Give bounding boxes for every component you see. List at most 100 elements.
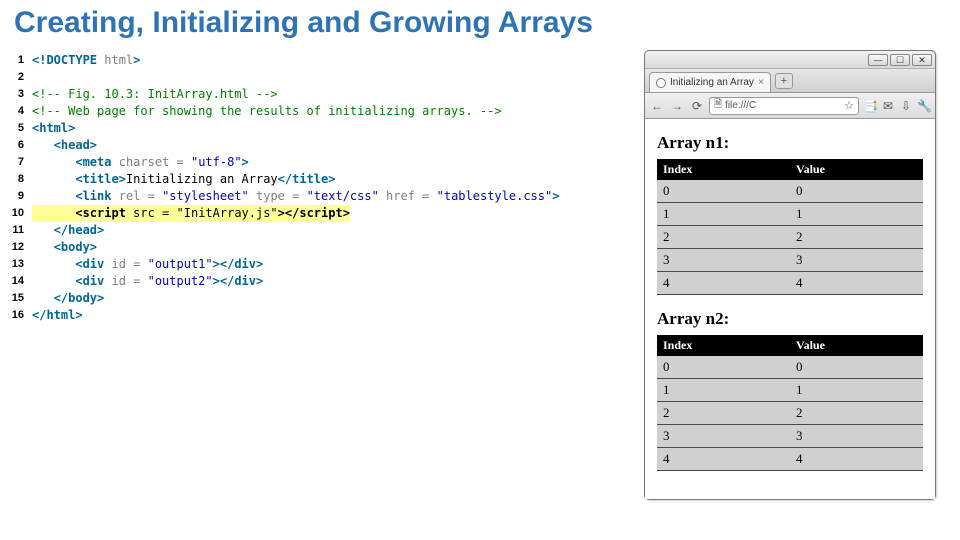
table-row: 33 <box>657 425 923 448</box>
table-cell: 2 <box>657 226 790 249</box>
line-number: 6 <box>10 137 32 154</box>
array-heading: Array n1: <box>657 133 923 153</box>
toolbar-icon-1[interactable]: ✉ <box>881 99 895 113</box>
browser-window: — ☐ ✕ Initializing an Array × + ← → ⟳ 🗎 … <box>644 50 936 500</box>
code-listing: 1<!DOCTYPE html>23<!-- Fig. 10.3: InitAr… <box>0 50 640 324</box>
close-button[interactable]: ✕ <box>912 54 932 66</box>
line-number: 4 <box>10 103 32 120</box>
column-header: Index <box>657 159 790 180</box>
maximize-button[interactable]: ☐ <box>890 54 910 66</box>
forward-button[interactable]: → <box>669 98 685 114</box>
back-button[interactable]: ← <box>649 98 665 114</box>
toolbar-icon-2[interactable]: ⇩ <box>899 99 913 113</box>
code-line: 3<!-- Fig. 10.3: InitArray.html --> <box>10 86 634 103</box>
code-line: 12 <body> <box>10 239 634 256</box>
toolbar-icon-0[interactable]: 📑 <box>863 99 877 113</box>
code-text: <head> <box>32 137 97 154</box>
line-number: 8 <box>10 171 32 188</box>
code-line: 6 <head> <box>10 137 634 154</box>
code-line: 4<!-- Web page for showing the results o… <box>10 103 634 120</box>
code-text: </html> <box>32 307 83 324</box>
code-text: <div id = "output2"></div> <box>32 273 263 290</box>
table-cell: 1 <box>657 203 790 226</box>
code-text: <html> <box>32 120 75 137</box>
code-text: <body> <box>32 239 97 256</box>
minimize-button[interactable]: — <box>868 54 888 66</box>
code-line: 14 <div id = "output2"></div> <box>10 273 634 290</box>
table-row: 33 <box>657 249 923 272</box>
code-text: </head> <box>32 222 104 239</box>
table-cell: 3 <box>657 425 790 448</box>
line-number: 7 <box>10 154 32 171</box>
code-line: 5<html> <box>10 120 634 137</box>
code-line: 15 </body> <box>10 290 634 307</box>
table-row: 11 <box>657 379 923 402</box>
content-row: 1<!DOCTYPE html>23<!-- Fig. 10.3: InitAr… <box>0 50 960 500</box>
table-cell: 2 <box>657 402 790 425</box>
table-cell: 2 <box>790 402 923 425</box>
page-viewport: Array n1:IndexValue0011223344Array n2:In… <box>645 119 935 499</box>
line-number: 16 <box>10 307 32 324</box>
code-line: 2 <box>10 69 634 86</box>
line-number: 10 <box>10 205 32 222</box>
line-number: 14 <box>10 273 32 290</box>
table-cell: 2 <box>790 226 923 249</box>
code-text: <!DOCTYPE html> <box>32 52 140 69</box>
line-number: 3 <box>10 86 32 103</box>
column-header: Value <box>790 335 923 356</box>
favicon-icon <box>656 78 666 88</box>
code-text: <meta charset = "utf-8"> <box>32 154 249 171</box>
table-cell: 4 <box>790 272 923 295</box>
array-table: IndexValue0011223344 <box>657 335 923 471</box>
code-line: 7 <meta charset = "utf-8"> <box>10 154 634 171</box>
table-cell: 4 <box>657 272 790 295</box>
code-text: <title>Initializing an Array</title> <box>32 171 335 188</box>
table-row: 11 <box>657 203 923 226</box>
table-cell: 0 <box>790 356 923 379</box>
line-number: 12 <box>10 239 32 256</box>
new-tab-button[interactable]: + <box>775 73 793 89</box>
code-line: 1<!DOCTYPE html> <box>10 52 634 69</box>
wrench-icon[interactable]: 🔧 <box>917 99 931 113</box>
table-row: 44 <box>657 448 923 471</box>
code-text: <!-- Fig. 10.3: InitArray.html --> <box>32 86 278 103</box>
code-line: 13 <div id = "output1"></div> <box>10 256 634 273</box>
table-cell: 4 <box>790 448 923 471</box>
line-number: 13 <box>10 256 32 273</box>
window-titlebar: — ☐ ✕ <box>645 51 935 69</box>
table-row: 00 <box>657 356 923 379</box>
code-text: <link rel = "stylesheet" type = "text/cs… <box>32 188 559 205</box>
column-header: Index <box>657 335 790 356</box>
code-line: 9 <link rel = "stylesheet" type = "text/… <box>10 188 634 205</box>
bookmark-star-icon[interactable]: ☆ <box>844 99 854 112</box>
tab-close-icon[interactable]: × <box>758 77 764 88</box>
code-line: 10 <script src = "InitArray.js"></script… <box>10 205 634 222</box>
omnibox[interactable]: 🗎 file:///C ☆ <box>709 97 859 115</box>
browser-tab[interactable]: Initializing an Array × <box>649 72 771 92</box>
table-cell: 0 <box>657 356 790 379</box>
table-row: 00 <box>657 180 923 203</box>
reload-button[interactable]: ⟳ <box>689 98 705 114</box>
table-row: 22 <box>657 402 923 425</box>
table-row: 22 <box>657 226 923 249</box>
column-header: Value <box>790 159 923 180</box>
tab-strip: Initializing an Array × + <box>645 69 935 93</box>
array-table: IndexValue0011223344 <box>657 159 923 295</box>
table-cell: 0 <box>657 180 790 203</box>
table-cell: 1 <box>790 203 923 226</box>
table-cell: 3 <box>790 249 923 272</box>
table-row: 44 <box>657 272 923 295</box>
code-text: <script src = "InitArray.js"></script> <box>32 205 350 222</box>
line-number: 9 <box>10 188 32 205</box>
table-cell: 1 <box>790 379 923 402</box>
line-number: 1 <box>10 52 32 69</box>
line-number: 2 <box>10 69 32 86</box>
tab-label: Initializing an Array <box>670 77 754 88</box>
table-cell: 0 <box>790 180 923 203</box>
line-number: 15 <box>10 290 32 307</box>
line-number: 11 <box>10 222 32 239</box>
url-text: file:///C <box>725 100 756 111</box>
code-text: <!-- Web page for showing the results of… <box>32 103 502 120</box>
table-cell: 3 <box>790 425 923 448</box>
array-heading: Array n2: <box>657 309 923 329</box>
